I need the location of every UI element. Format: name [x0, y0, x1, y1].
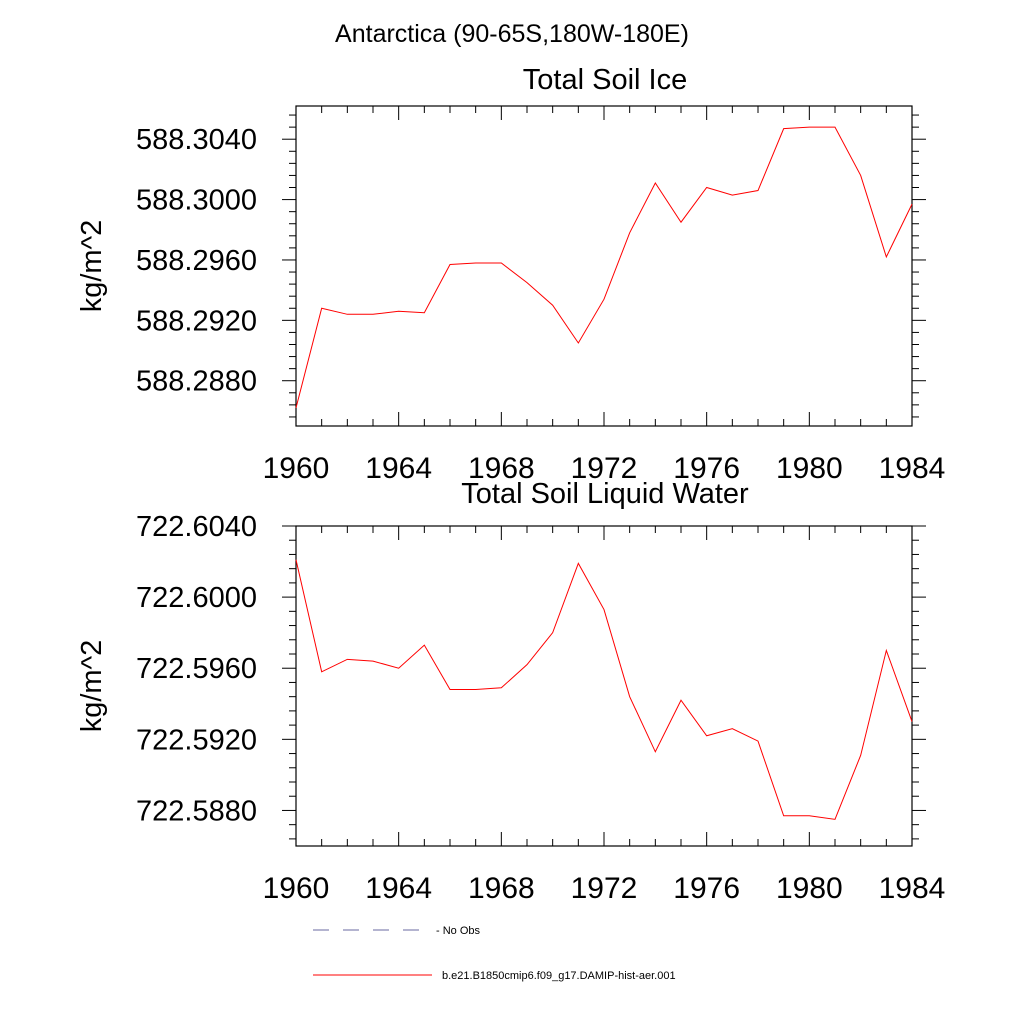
y-tick-label: 588.2920	[136, 305, 257, 337]
y-tick-label: 722.5960	[136, 653, 257, 685]
x-tick-label: 1968	[468, 872, 535, 905]
legend-label-2: b.e21.B1850cmip6.f09_g17.DAMIP-hist-aer.…	[442, 970, 676, 982]
x-tick-label: 1968	[468, 452, 535, 485]
panel-1: Total Soil Ice kg/m^2 1960 1964 1968 1972 1976…	[76, 64, 945, 485]
x-tick-label: 1984	[879, 872, 946, 905]
y-tick-label: 722.5880	[136, 795, 257, 827]
y-ticks: 588.2880 588.2920 588.2960 588.3000 588.3040	[136, 114, 926, 418]
chart-panels: Total Soil Ice kg/m^2 1960 1964 1968 1972 1976…	[76, 64, 945, 905]
x-tick-label: 1980	[776, 452, 843, 485]
x-ticks: 1960 1964 1968 1972 1976 1980 1984	[263, 106, 946, 485]
y-tick-label: 588.3040	[136, 124, 257, 156]
plot-frame	[295, 525, 913, 847]
x-tick-label: 1964	[365, 452, 432, 485]
x-tick-label: 1980	[776, 872, 843, 905]
x-tick-label: 1976	[673, 872, 740, 905]
plot-frame	[295, 105, 913, 427]
y-tick-label: 588.2880	[136, 366, 257, 398]
x-tick-label: 1976	[673, 452, 740, 485]
panel-title: Total Soil Liquid Water	[461, 478, 749, 510]
panel-title: Total Soil Ice	[523, 64, 687, 96]
y-ticks: 722.5880 722.5920 722.5960 722.6000 722.6040	[136, 511, 926, 840]
y-tick-label: 722.5920	[136, 724, 257, 756]
legend-label-1: - No Obs	[436, 925, 481, 937]
x-tick-label: 1960	[263, 452, 330, 485]
series-line	[295, 559, 913, 820]
x-tick-label: 1972	[571, 872, 638, 905]
y-axis-label: kg/m^2	[76, 220, 108, 313]
x-tick-label: 1972	[571, 452, 638, 485]
y-tick-label: 588.3000	[136, 185, 257, 217]
series-line	[295, 126, 913, 409]
y-tick-label: 722.6000	[136, 582, 257, 614]
y-tick-label: 588.2960	[136, 245, 257, 277]
x-tick-label: 1964	[365, 872, 432, 905]
x-tick-label: 1984	[879, 452, 946, 485]
legend: - No Obs b.e21.B1850cmip6.f09_g17.DAMIP-h…	[313, 925, 676, 982]
y-axis-label: kg/m^2	[76, 640, 108, 733]
y-tick-label: 722.6040	[136, 511, 257, 543]
x-ticks: 1960 1964 1968 1972 1976 1980 1984	[263, 526, 946, 905]
x-tick-label: 1960	[263, 872, 330, 905]
figure-suptitle: Antarctica (90-65S,180W-180E)	[335, 20, 689, 48]
